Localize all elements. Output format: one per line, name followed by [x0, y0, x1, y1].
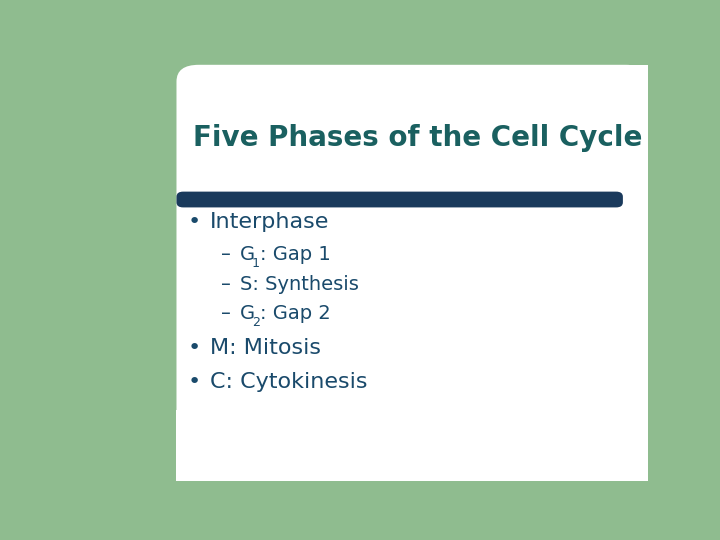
Text: Interphase: Interphase	[210, 212, 329, 232]
Text: •: •	[188, 372, 201, 392]
Text: •: •	[188, 339, 201, 359]
Text: : Gap 2: : Gap 2	[260, 305, 331, 323]
Text: –: –	[221, 245, 231, 264]
Text: M: Mitosis: M: Mitosis	[210, 339, 321, 359]
Text: 2: 2	[252, 316, 260, 329]
FancyBboxPatch shape	[176, 65, 648, 427]
Text: G: G	[240, 245, 255, 264]
Text: G: G	[240, 305, 255, 323]
Text: 1: 1	[252, 256, 260, 269]
Text: Five Phases of the Cell Cycle: Five Phases of the Cell Cycle	[193, 124, 643, 152]
Text: S: Synthesis: S: Synthesis	[240, 275, 359, 294]
FancyBboxPatch shape	[176, 410, 648, 481]
Text: –: –	[221, 275, 231, 294]
Text: C: Cytokinesis: C: Cytokinesis	[210, 372, 367, 392]
Text: : Gap 1: : Gap 1	[260, 245, 331, 264]
Text: –: –	[221, 305, 231, 323]
FancyBboxPatch shape	[176, 192, 623, 207]
Text: •: •	[188, 212, 201, 232]
FancyBboxPatch shape	[199, 65, 648, 427]
